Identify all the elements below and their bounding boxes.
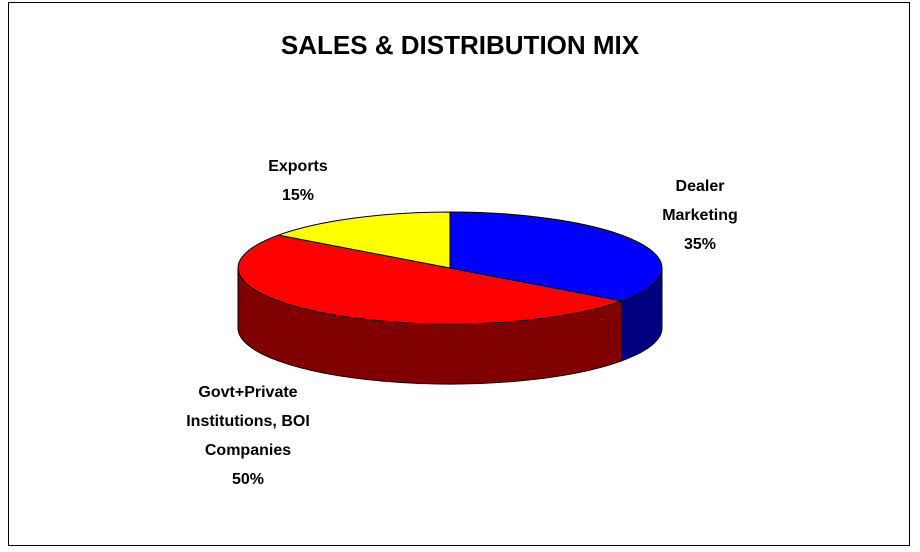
pie-slice <box>237 234 624 325</box>
slice-value-label: 50% <box>231 471 265 488</box>
slice-category: Govt+Private Institutions, BOI Companies <box>186 384 310 459</box>
chart-title: SALES & DISTRIBUTION MIX <box>280 30 640 60</box>
slice-label: Exports 15% <box>240 152 356 210</box>
slice-label: Govt+Private Institutions, BOI Companies… <box>163 378 333 494</box>
slice-category: Dealer Marketing <box>662 178 738 224</box>
slice-value-label: 35% <box>683 236 717 253</box>
chart-frame <box>8 2 910 546</box>
slice-category: Exports <box>268 158 328 175</box>
pie-slice <box>276 211 451 269</box>
slice-label: Dealer Marketing 35% <box>645 172 755 259</box>
pie-slice <box>449 211 663 302</box>
slice-value-label: 15% <box>281 187 315 204</box>
